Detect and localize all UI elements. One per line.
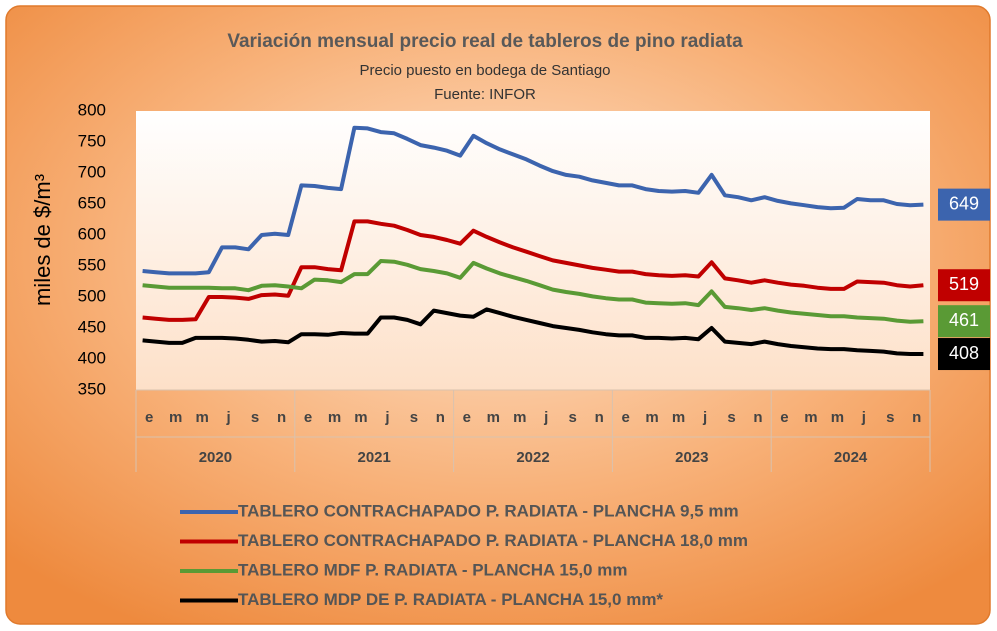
end-label: 519 bbox=[949, 274, 979, 294]
year-label: 2024 bbox=[834, 449, 868, 466]
x-tick-label: s bbox=[886, 409, 894, 426]
x-tick-label: e bbox=[463, 409, 471, 426]
y-tick-label: 750 bbox=[78, 131, 106, 150]
subtitle: Fuente: INFOR bbox=[434, 86, 536, 103]
x-tick-label: s bbox=[727, 409, 735, 426]
x-tick-label: e bbox=[780, 409, 788, 426]
x-tick-label: j bbox=[702, 409, 707, 426]
x-tick-label: m bbox=[804, 409, 817, 426]
y-tick-label: 700 bbox=[78, 162, 106, 181]
end-label-box bbox=[938, 188, 990, 221]
x-tick-label: m bbox=[169, 409, 182, 426]
x-tick-label: n bbox=[753, 409, 762, 426]
x-tick-label: s bbox=[410, 409, 418, 426]
y-tick-label: 800 bbox=[78, 100, 106, 119]
end-label: 461 bbox=[949, 310, 979, 330]
x-tick-label: n bbox=[436, 409, 445, 426]
legend-label: TABLERO MDP DE P. RADIATA - PLANCHA 15,0… bbox=[238, 590, 663, 609]
x-tick-label: m bbox=[645, 409, 658, 426]
year-label: 2020 bbox=[199, 449, 232, 466]
y-tick-label: 550 bbox=[78, 255, 106, 274]
y-tick-label: 600 bbox=[78, 224, 106, 243]
legend-label: TABLERO CONTRACHAPADO P. RADIATA - PLANC… bbox=[238, 501, 739, 520]
x-tick-label: e bbox=[621, 409, 629, 426]
end-label-box bbox=[938, 305, 990, 338]
year-label: 2021 bbox=[358, 449, 391, 466]
x-tick-label: m bbox=[328, 409, 341, 426]
series-line bbox=[142, 259, 924, 324]
y-tick-label: 400 bbox=[78, 348, 106, 367]
y-axis-label: miles de $/m³ bbox=[30, 174, 55, 306]
y-tick-label: 500 bbox=[78, 286, 106, 305]
y-tick-label: 350 bbox=[78, 379, 106, 398]
x-tick-label: m bbox=[354, 409, 367, 426]
series-line bbox=[142, 125, 924, 276]
x-tick-label: s bbox=[251, 409, 259, 426]
x-tick-label: e bbox=[145, 409, 153, 426]
plot-area bbox=[136, 111, 930, 390]
end-label: 408 bbox=[949, 343, 979, 363]
x-tick-label: m bbox=[487, 409, 500, 426]
end-label: 649 bbox=[949, 193, 979, 213]
legend-label: TABLERO CONTRACHAPADO P. RADIATA - PLANC… bbox=[238, 531, 748, 550]
end-label-box bbox=[938, 269, 990, 302]
x-tick-label: j bbox=[384, 409, 389, 426]
series-line bbox=[142, 307, 924, 356]
x-tick-label: j bbox=[543, 409, 548, 426]
x-tick-label: m bbox=[513, 409, 526, 426]
year-label: 2022 bbox=[516, 449, 549, 466]
y-tick-label: 450 bbox=[78, 317, 106, 336]
year-label: 2023 bbox=[675, 449, 708, 466]
x-tick-label: m bbox=[831, 409, 844, 426]
legend-label: TABLERO MDF P. RADIATA - PLANCHA 15,0 mm bbox=[238, 560, 627, 579]
subtitle: Precio puesto en bodega de Santiago bbox=[359, 62, 610, 79]
chart-title: Variación mensual precio real de tablero… bbox=[227, 31, 743, 52]
x-tick-label: j bbox=[226, 409, 231, 426]
series-line bbox=[142, 219, 924, 322]
x-tick-label: s bbox=[569, 409, 577, 426]
x-tick-label: j bbox=[861, 409, 866, 426]
x-tick-label: n bbox=[277, 409, 286, 426]
x-tick-label: e bbox=[304, 409, 312, 426]
x-tick-label: n bbox=[912, 409, 921, 426]
end-label-box bbox=[938, 338, 990, 371]
x-tick-label: n bbox=[595, 409, 604, 426]
y-tick-label: 650 bbox=[78, 193, 106, 212]
x-tick-label: m bbox=[672, 409, 685, 426]
x-tick-label: m bbox=[195, 409, 208, 426]
